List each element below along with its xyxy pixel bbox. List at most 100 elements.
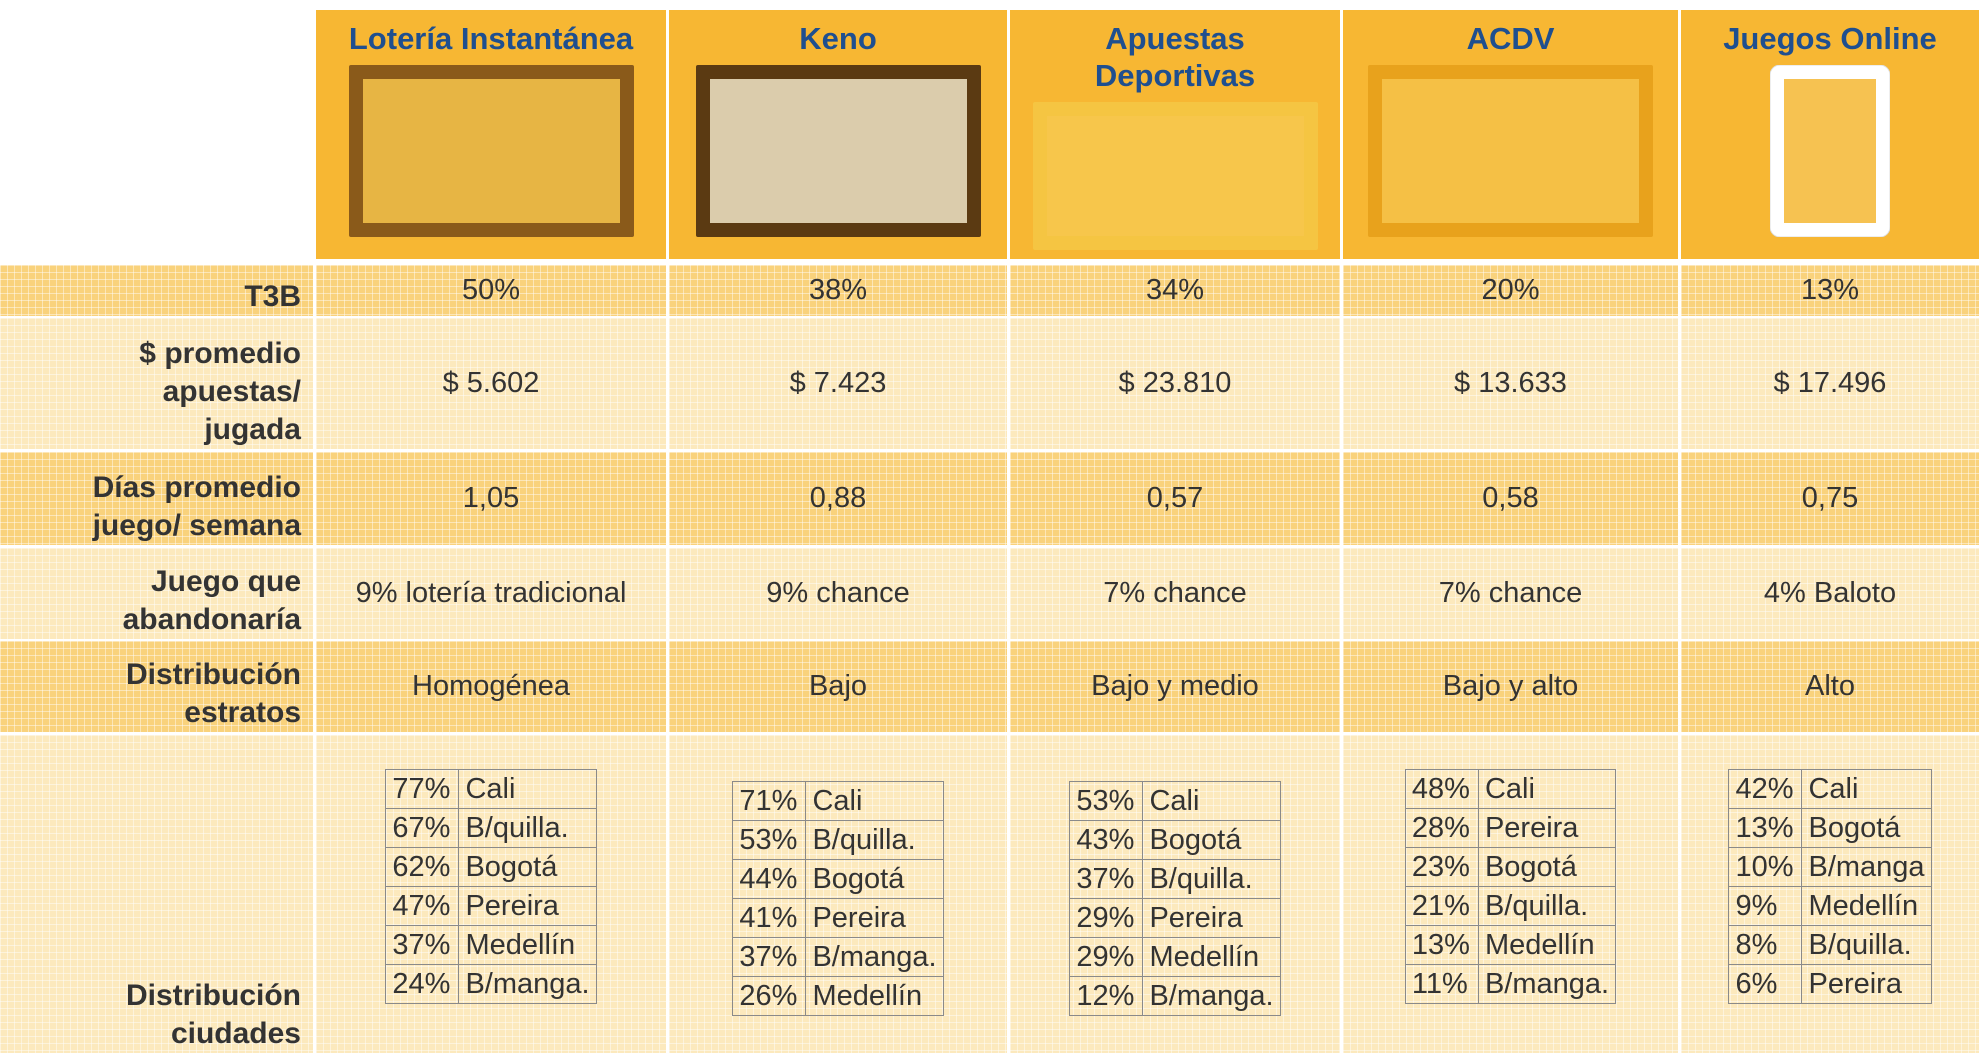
city-share: 42% [1728,769,1803,809]
city-name: Bogotá [1477,847,1617,887]
city-name: B/quilla. [805,820,944,860]
column-header: Apuestas Deportivas [1010,10,1340,259]
city-name: Bogotá [805,859,944,899]
cell-value: 9% lotería tradicional [316,548,666,639]
city-share: 37% [1069,859,1144,899]
city-name: Pereira [805,898,944,938]
city-row: 12% B/manga. [1069,976,1281,1016]
city-name: Medellín [1477,925,1617,965]
cell-value: Bajo y alto [1343,641,1678,732]
city-share: 26% [732,976,807,1016]
city-row: 13% Bogotá [1728,808,1932,848]
city-row: 28% Pereira [1404,808,1617,848]
city-name: Bogotá [458,847,597,887]
column-title: Apuestas Deportivas [1094,21,1256,93]
city-name: Cali [1142,781,1281,821]
row-label-line: ciudades [170,1017,301,1050]
cities-cell: 42% Cali 13% Bogotá 10% B/manga 9% Medellín 8% B/… [1681,735,1979,1053]
city-row: 13% Medellín [1404,925,1617,965]
city-name: Pereira [458,886,597,926]
city-row: 62% Bogotá [385,847,597,887]
cell-value: 1,05 [316,452,666,545]
row-label-line: Días promedio [92,471,301,504]
city-name: Cali [805,781,944,821]
city-share: 62% [385,847,460,887]
city-row: 37% B/quilla. [1069,859,1281,899]
city-share: 41% [732,898,807,938]
cities-cell: 53% Cali 43% Bogotá 37% B/quilla. 29% Pereira 29… [1010,735,1340,1053]
row-label: $ promedio apuestas/jugada [0,318,313,449]
city-share: 8% [1728,925,1803,965]
cell-value: 7% chance [1343,548,1678,639]
row-label-line: Juego que [150,565,301,598]
city-row: 41% Pereira [732,898,944,938]
cell-value: Bajo [669,641,1007,732]
city-share: 29% [1069,937,1144,977]
city-share: 43% [1069,820,1144,860]
row-label: Juego que abandonaría [0,548,313,639]
city-share: 6% [1728,964,1803,1004]
city-row: 6% Pereira [1728,964,1932,1004]
city-share: 44% [732,859,807,899]
city-row: 37% B/manga. [732,937,944,977]
city-share: 13% [1728,808,1803,848]
cell-value: 4% Baloto [1681,548,1979,639]
city-row: 26% Medellín [732,976,944,1016]
cell-value: 0,57 [1010,452,1340,545]
row-label-line: juego/ semana [92,509,301,542]
city-share: 37% [732,937,807,977]
city-row: 29% Pereira [1069,898,1281,938]
city-share: 23% [1404,847,1479,887]
city-name: Bogotá [1801,808,1932,848]
city-share: 29% [1069,898,1144,938]
illustration [1770,65,1890,237]
row-label: Distribución ciudades [0,735,313,1053]
cell-value: $ 5.602 [316,318,666,449]
row-label: Días promedio juego/ semana [0,452,313,545]
cell-value: 9% chance [669,548,1007,639]
cities-cell: 77% Cali 67% B/quilla. 62% Bogotá 47% Pereira 37… [316,735,666,1053]
cities-cell: 48% Cali 28% Pereira 23% Bogotá 21% B/quilla. 13… [1343,735,1678,1053]
city-row: 67% B/quilla. [385,808,597,848]
city-row: 10% B/manga [1728,847,1932,887]
city-name: B/manga. [1142,976,1281,1016]
city-share: 53% [732,820,807,860]
row-label-line: jugada [204,413,301,446]
cell-value: 50% [316,265,666,316]
row-label-line: $ promedio [139,337,301,370]
city-row: 29% Medellín [1069,937,1281,977]
cell-value: Alto [1681,641,1979,732]
row-label-line: abandonaría [122,603,301,636]
illustration [695,65,981,237]
city-name: B/manga. [1477,964,1617,1004]
city-row: 37% Medellín [385,925,597,965]
row-label-line: Distribución [125,979,301,1012]
column-title: ACDV [1466,21,1555,56]
cell-value: 38% [669,265,1007,316]
cell-value: $ 7.423 [669,318,1007,449]
city-row: 47% Pereira [385,886,597,926]
city-row: 8% B/quilla. [1728,925,1932,965]
illustration [1032,102,1318,250]
cell-value: $ 13.633 [1343,318,1678,449]
row-label: Distribución estratos [0,641,313,732]
city-share: 9% [1728,886,1803,926]
city-name: Cali [458,769,597,809]
column-title: Lotería Instantánea [348,21,634,56]
city-table: 77% Cali 67% B/quilla. 62% Bogotá 47% Pereira 37… [385,769,597,1004]
city-name: Pereira [1142,898,1281,938]
illustration [348,65,634,237]
cell-value: 20% [1343,265,1678,316]
column-header: ACDV [1343,10,1678,259]
city-name: B/quilla. [1477,886,1617,926]
city-table: 48% Cali 28% Pereira 23% Bogotá 21% B/quilla. 13… [1404,769,1617,1004]
column-header: Juegos Online [1681,10,1979,259]
city-row: 23% Bogotá [1404,847,1617,887]
city-share: 77% [385,769,460,809]
city-name: Medellín [805,976,944,1016]
city-name: Cali [1801,769,1932,809]
city-row: 9% Medellín [1728,886,1932,926]
row-label-line: apuestas/ [162,375,301,408]
city-name: B/manga. [805,937,944,977]
